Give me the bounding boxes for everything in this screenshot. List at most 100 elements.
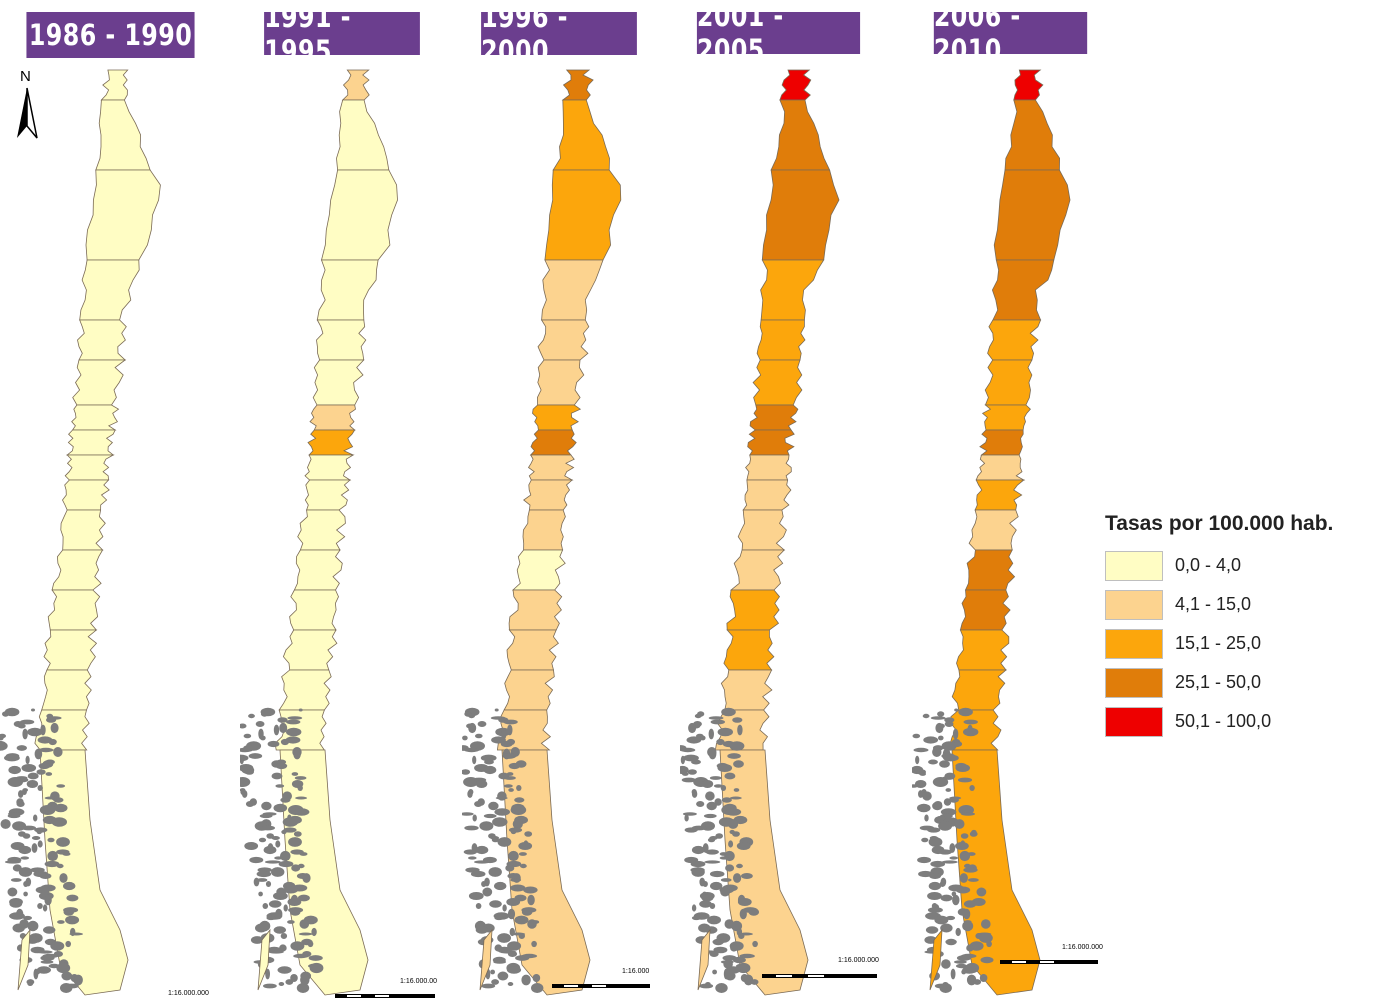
island [273, 892, 288, 900]
island [733, 788, 740, 792]
island [16, 745, 27, 751]
island [709, 870, 725, 878]
island [720, 878, 732, 882]
island [27, 920, 39, 932]
island [33, 814, 38, 822]
island [242, 790, 248, 798]
island [283, 827, 297, 833]
island [260, 825, 275, 831]
island-southwest [17, 928, 31, 991]
island [959, 873, 968, 883]
scale-bar-4 [762, 974, 877, 978]
island [923, 736, 939, 744]
region [984, 359, 1033, 406]
island [976, 887, 987, 897]
region [979, 429, 1024, 456]
island [481, 881, 487, 887]
island [968, 878, 979, 882]
island [691, 790, 698, 798]
region [974, 479, 1025, 511]
island [273, 724, 280, 736]
legend-swatch [1105, 628, 1163, 659]
island [941, 959, 951, 969]
island [44, 860, 60, 868]
island [948, 797, 959, 803]
island [256, 870, 272, 878]
island [979, 974, 988, 982]
island [258, 837, 267, 843]
island [240, 747, 253, 753]
region [981, 404, 1031, 431]
island [51, 817, 67, 827]
island [691, 915, 701, 921]
island [502, 904, 507, 912]
island [691, 759, 701, 765]
region [297, 509, 346, 551]
island [271, 772, 283, 780]
island [9, 900, 23, 908]
island [37, 950, 53, 954]
island [699, 900, 712, 908]
island [16, 801, 25, 807]
island [703, 813, 717, 819]
island [514, 915, 529, 925]
island [59, 873, 68, 883]
island [699, 983, 714, 989]
island [721, 707, 736, 717]
island [472, 814, 477, 822]
map-2006-2010 [912, 69, 1071, 996]
island [912, 733, 921, 739]
island [268, 950, 284, 954]
island [728, 840, 734, 848]
region [951, 669, 1008, 711]
island [748, 908, 760, 916]
island [44, 894, 52, 906]
period-header-5: 2006 - 2010 [933, 0, 1088, 67]
island [468, 892, 484, 900]
region [745, 454, 792, 481]
island [944, 721, 954, 727]
island [279, 722, 288, 734]
island [0, 819, 11, 829]
island [282, 817, 299, 827]
island [33, 968, 39, 980]
scale-label-2: 1:16.000.00 [400, 978, 437, 985]
island [291, 864, 301, 872]
island [682, 772, 689, 776]
island [277, 717, 288, 723]
island [681, 777, 696, 783]
island [969, 831, 978, 837]
region [536, 359, 585, 406]
island [709, 776, 722, 780]
island [928, 837, 943, 847]
island [56, 863, 64, 869]
island [263, 845, 277, 855]
island [23, 915, 32, 921]
island [27, 772, 39, 780]
island [56, 837, 70, 847]
island [713, 784, 723, 788]
island [61, 971, 73, 981]
region [66, 429, 116, 456]
island [50, 941, 65, 951]
island [39, 873, 52, 879]
island [508, 762, 521, 770]
island [475, 926, 489, 934]
region [529, 429, 577, 456]
region-south [279, 749, 369, 996]
island [739, 908, 747, 920]
island [750, 979, 759, 985]
island [275, 762, 288, 770]
region [761, 169, 840, 261]
island [945, 788, 952, 792]
island [701, 894, 714, 902]
island [275, 784, 285, 788]
island [21, 764, 37, 772]
island [281, 829, 287, 835]
island [27, 982, 33, 986]
island [725, 808, 742, 816]
island [938, 821, 953, 831]
island [922, 713, 930, 719]
island [729, 796, 742, 800]
island [733, 873, 742, 883]
